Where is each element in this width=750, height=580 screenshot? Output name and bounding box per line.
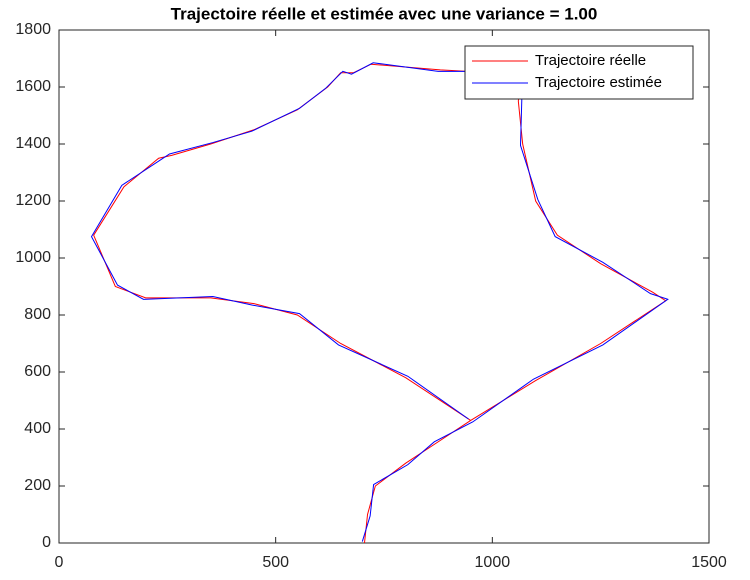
x-tick-label: 1000 — [475, 554, 511, 571]
y-tick-label: 600 — [24, 363, 51, 380]
plot-area — [90, 62, 669, 544]
legend-label: Trajectoire estimée — [535, 74, 662, 91]
chart-title: Trajectoire réelle et estimée avec une v… — [171, 4, 598, 23]
legend-label: Trajectoire réelle — [535, 52, 646, 69]
y-tick-label: 1400 — [15, 135, 51, 152]
x-tick-label: 1500 — [691, 554, 727, 571]
y-tick-label: 1800 — [15, 21, 51, 38]
y-tick-label: 0 — [42, 534, 51, 551]
x-tick-label: 0 — [55, 554, 64, 571]
y-tick-label: 1200 — [15, 192, 51, 209]
legend-box — [464, 45, 694, 100]
y-tick-label: 400 — [24, 420, 51, 437]
y-tick-label: 1000 — [15, 249, 51, 266]
y-tick-label: 800 — [24, 306, 51, 323]
series-line — [90, 62, 669, 542]
x-tick-label: 500 — [262, 554, 289, 571]
plot-box — [58, 29, 710, 544]
y-tick-label: 200 — [24, 477, 51, 494]
legend: Trajectoire réelle Trajectoire estimée — [464, 45, 694, 100]
y-tick-label: 1600 — [15, 78, 51, 95]
